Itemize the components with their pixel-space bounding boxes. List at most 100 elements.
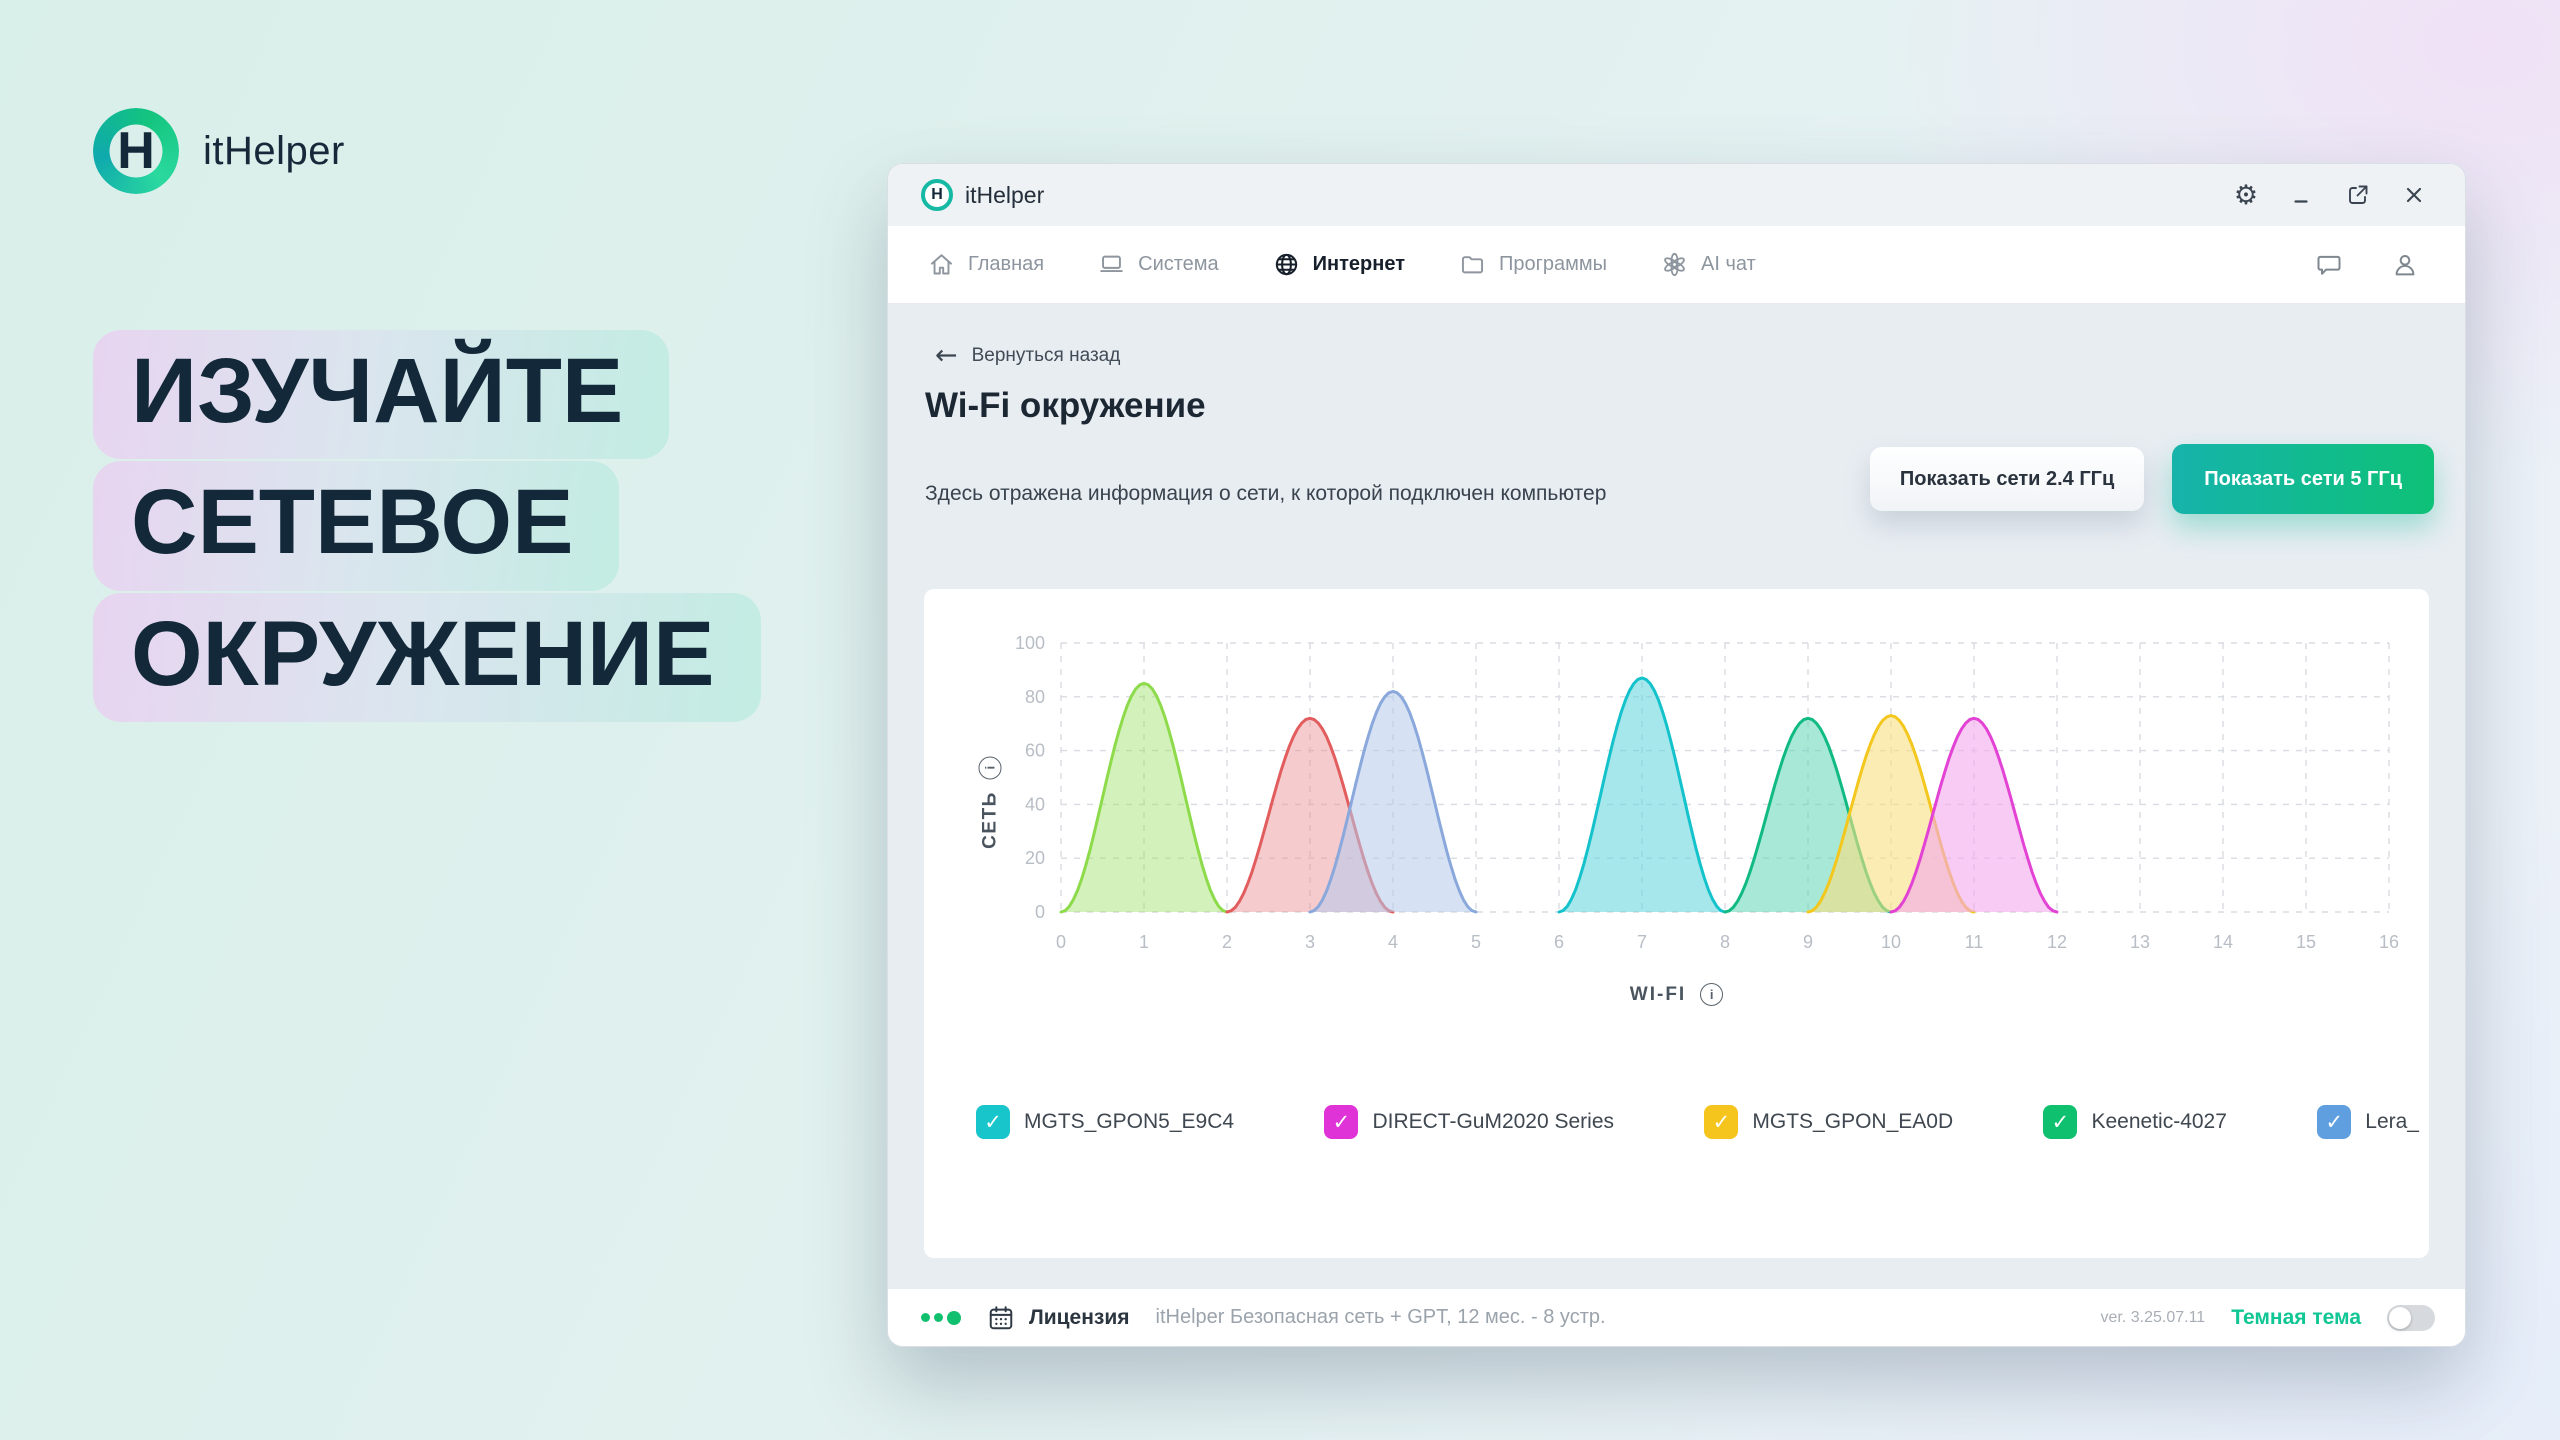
legend-item: ✓ DIRECT-GuM2020 Series [1324,1105,1614,1139]
status-dot [921,1313,930,1322]
network-curve-fill [1559,678,1725,912]
folder-icon [1459,251,1486,278]
svg-text:14: 14 [2213,932,2233,952]
legend-checkbox[interactable]: ✓ [976,1105,1010,1139]
titlebar-brand: H itHelper [921,179,1044,211]
settings-button[interactable]: ⚙ [2233,179,2259,211]
svg-text:1: 1 [1139,932,1149,952]
svg-text:7: 7 [1637,932,1647,952]
nav-item-label: Интернет [1312,253,1405,275]
legend-label: MGTS_GPON5_E9C4 [1024,1110,1235,1133]
legend-item: ✓ MGTS_GPON5_E9C4 [976,1105,1234,1139]
window-controls: ⚙ [2233,179,2427,211]
svg-text:12: 12 [2047,932,2067,952]
legend-checkbox[interactable]: ✓ [1704,1105,1739,1139]
nav-item-folder[interactable]: Программы [1459,251,1607,278]
hero-line: СЕТЕВОЕ [93,461,620,591]
svg-text:100: 100 [1015,633,1045,653]
legend-label: Lera_ [2365,1110,2419,1133]
page-subtitle: Здесь отражена информация о сети, к кото… [925,482,1607,505]
svg-text:20: 20 [1025,848,1045,868]
wifi-chart-panel: 0 1 2 3 4 5 6 7 8 9 10 11 12 13 14 15 16 0 20 40 60 80 100 СЕТ… [924,589,2429,1258]
legend-label: MGTS_GPON_EA0D [1752,1110,1954,1133]
dark-theme-toggle[interactable] [2387,1304,2435,1331]
status-dots [921,1310,961,1325]
legend-label: DIRECT-GuM2020 Series [1372,1110,1615,1133]
footer-right: ver. 3.25.07.11 Темная тема [2100,1304,2435,1331]
back-button[interactable]: ← Вернуться назад [935,342,1120,369]
ithelper-logo-icon: H [921,179,953,211]
close-button[interactable] [2401,182,2427,208]
x-axis-text: WI-FI [1629,983,1687,1005]
nav-right-icons [2315,251,2419,279]
version-text: ver. 3.25.07.11 [2100,1308,2206,1326]
y-axis-label: СЕТЬ i [978,743,1002,863]
toggle-knob [2389,1306,2411,1329]
window-titlebar: H itHelper ⚙ [888,164,2465,226]
legend-checkbox[interactable]: ✓ [2043,1105,2078,1139]
nav-bar: Главная Система Интернет Программы AI чат [888,226,2465,304]
network-curve-fill [1310,691,1476,912]
app-window: H itHelper ⚙ Главная Система Интернет Прогр… [887,163,2466,1347]
y-axis-text: СЕТЬ [979,791,1000,849]
svg-text:40: 40 [1025,794,1045,814]
svg-text:60: 60 [1025,741,1045,761]
show-5ghz-button[interactable]: Показать сети 5 ГГц [2172,444,2434,514]
info-icon[interactable]: i [978,756,1002,780]
nav-item-system[interactable]: Система [1098,251,1219,278]
nav-item-home[interactable]: Главная [928,251,1044,278]
nav-item-label: Система [1138,253,1219,275]
nav-item-label: Программы [1499,253,1608,275]
svg-text:4: 4 [1388,932,1398,952]
minimize-button[interactable] [2289,182,2315,208]
svg-text:16: 16 [2379,932,2399,952]
network-curve [1308,689,1478,914]
license-label[interactable]: Лицензия [1029,1305,1130,1329]
nav-item-globe[interactable]: Интернет [1273,251,1405,278]
legend-item: ✓ Lera_ [2317,1105,2419,1139]
brand: H itHelper [93,108,345,194]
status-dot [934,1313,943,1322]
svg-text:11: 11 [1965,932,1984,952]
network-curve [1059,681,1229,914]
chat-bubble-icon[interactable] [2315,251,2343,279]
content-area: ← Вернуться назад Wi-Fi окружение Здесь … [888,304,2465,1289]
logo-ring [93,108,179,194]
network-curve [1889,716,2059,914]
svg-text:15: 15 [2296,932,2316,952]
legend-item: ✓ Keenetic-4027 [2043,1105,2227,1139]
hero-line: ОКРУЖЕНИЕ [93,592,761,723]
calendar-icon [987,1304,1015,1332]
maximize-icon [2346,183,2370,207]
legend-checkbox[interactable]: ✓ [2317,1105,2352,1139]
maximize-button[interactable] [2345,182,2371,208]
user-icon[interactable] [2391,251,2419,279]
brand-name: itHelper [203,128,345,173]
back-label: Вернуться назад [971,344,1121,366]
info-icon[interactable]: i [1700,983,1724,1006]
svg-text:10: 10 [1881,932,1901,952]
network-curve [1557,676,1727,914]
gear-icon: ⚙ [2233,179,2259,211]
logo-letter: H [117,122,155,180]
svg-text:2: 2 [1222,932,1232,952]
legend-checkbox[interactable]: ✓ [1324,1105,1359,1139]
svg-text:0: 0 [1035,902,1045,922]
svg-text:80: 80 [1025,687,1045,707]
svg-text:0: 0 [1056,932,1066,952]
hero-line: ИЗУЧАЙТЕ [93,330,670,460]
svg-text:9: 9 [1803,932,1813,952]
show-24ghz-button[interactable]: Показать сети 2.4 ГГц [1869,447,2145,511]
svg-text:6: 6 [1554,932,1564,952]
nav-item-ai-chat[interactable]: AI чат [1661,251,1756,278]
svg-text:5: 5 [1471,932,1481,952]
close-icon [2402,183,2426,207]
frequency-buttons: Показать сети 2.4 ГГц Показать сети 5 ГГ… [1869,444,2434,514]
svg-text:13: 13 [2130,932,2150,952]
nav-items: Главная Система Интернет Программы AI чат [928,251,1756,278]
license-value: itHelper Безопасная сеть + GPT, 12 мес. … [1155,1306,1606,1328]
network-curve-fill [1891,718,2057,912]
